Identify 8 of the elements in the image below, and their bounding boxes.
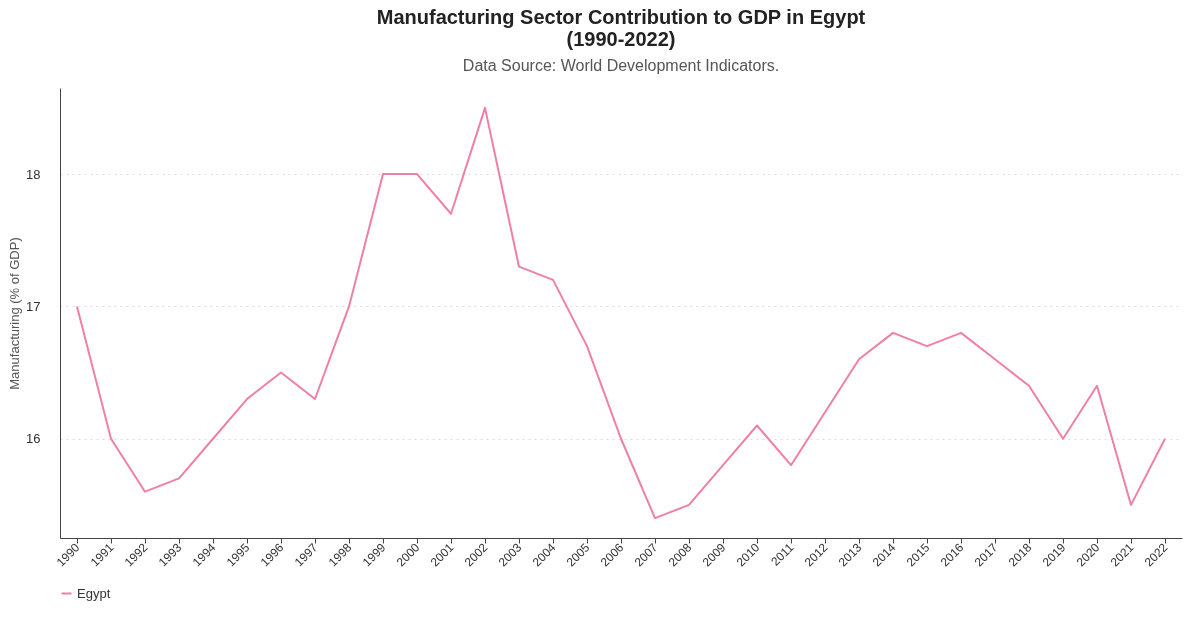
y-tick-label: 18 [26, 166, 41, 182]
legend-label: Egypt [77, 585, 111, 601]
y-tick-label: 17 [26, 298, 41, 314]
chart-title: Manufacturing Sector Contribution to GDP in Egypt (1990-2022) [376, 6, 866, 50]
y-tick-label: 16 [26, 431, 41, 447]
y-axis-title: Manufacturing (% of GDP) [7, 237, 23, 390]
chart-subtitle: Data Source: World Development Indicators. [462, 57, 780, 74]
line-series [76, 106, 1166, 520]
